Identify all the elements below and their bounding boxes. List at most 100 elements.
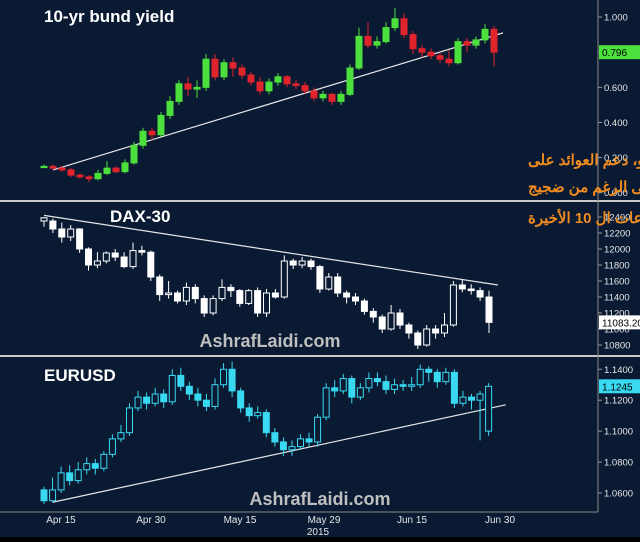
candle-body [83,463,91,471]
candle [200,295,208,317]
candle [441,313,448,337]
candle-body [100,453,108,469]
candle [111,249,119,261]
candle [319,90,327,102]
candle-body [373,378,381,383]
candle [67,225,75,241]
candle [346,64,354,97]
candle [405,322,413,339]
candle [148,127,156,141]
last-value-badge [599,315,640,330]
x-tick-label: May 15 [224,515,257,526]
candle-body [238,67,246,76]
x-tick-label: Apr 15 [46,515,76,526]
annotation-line-3: الساعات ال 10 الأخيرة [528,208,640,227]
candle-body [168,374,176,403]
candle [292,80,300,90]
x-tick-label: Jun 30 [485,515,515,526]
candle [193,80,201,98]
candle [245,403,253,422]
candle [301,82,309,95]
candle [442,367,450,385]
candle-body [76,228,84,250]
candle [298,257,306,269]
candle [157,111,165,137]
candle-body [191,286,199,300]
last-value-badge [599,379,640,394]
candle-body [418,48,426,53]
candle [254,287,262,317]
candle-body [245,407,253,417]
candle [57,466,65,493]
candle [40,164,48,169]
candle [182,282,190,305]
y-tick-label: 10800 [604,341,630,352]
candle [373,372,381,387]
candle-body [348,378,356,398]
candle [472,36,480,49]
candle [348,375,356,404]
candle [228,361,236,398]
candle-body [292,83,300,87]
candle-body [408,384,416,387]
candle [202,53,210,91]
candle [271,428,279,447]
candle-body [472,39,480,46]
candle-body [148,130,156,136]
candle-body [314,416,322,443]
candle-body [174,292,181,302]
candle [331,380,339,398]
y-tick-label: 0.400 [604,118,628,129]
candle [476,287,484,301]
candle-body [220,368,228,386]
candle [245,289,253,305]
candle-body [220,62,228,78]
candle-body [476,393,484,401]
candle [481,24,489,44]
candle [459,390,467,407]
candle-body [139,130,147,146]
candle [134,390,142,412]
x-axis: Apr 15 Apr 30 May 15 May 29 Jun 15 Jun 3… [46,515,515,538]
candle-body [182,286,190,302]
candle-body [387,312,395,330]
candle-body [143,396,151,404]
candle [288,440,296,456]
candle-body [288,446,296,451]
candle [289,258,297,269]
candle [468,394,475,410]
candle-body [245,290,253,304]
candle [129,242,137,269]
candle [283,75,291,88]
candle-body [283,76,291,85]
candle [476,390,484,441]
candle [271,289,279,299]
candle [108,434,116,458]
candle [94,169,102,181]
last-value-text: 0.796 [602,48,627,59]
candle-body [274,76,282,83]
candle-body [436,55,444,60]
candle-body [58,228,66,238]
candle-body [310,90,318,99]
candle-body [147,251,155,278]
candle-body [151,393,159,404]
candle [378,314,386,333]
candle-body [325,276,333,290]
last-value-badge [599,45,640,60]
candle [305,432,313,447]
candle [414,330,422,349]
candle [76,173,84,179]
candle [364,22,372,49]
candle [220,363,228,388]
candle-body [346,67,354,95]
candle-body [202,58,210,88]
candle [83,457,91,475]
y-tick-label: 0.200 [604,153,628,164]
candle [40,486,48,504]
candle [454,38,462,65]
y-tick-label: 11400 [604,293,630,304]
candle [310,87,318,102]
candle-body [490,28,498,53]
candle [166,96,174,119]
